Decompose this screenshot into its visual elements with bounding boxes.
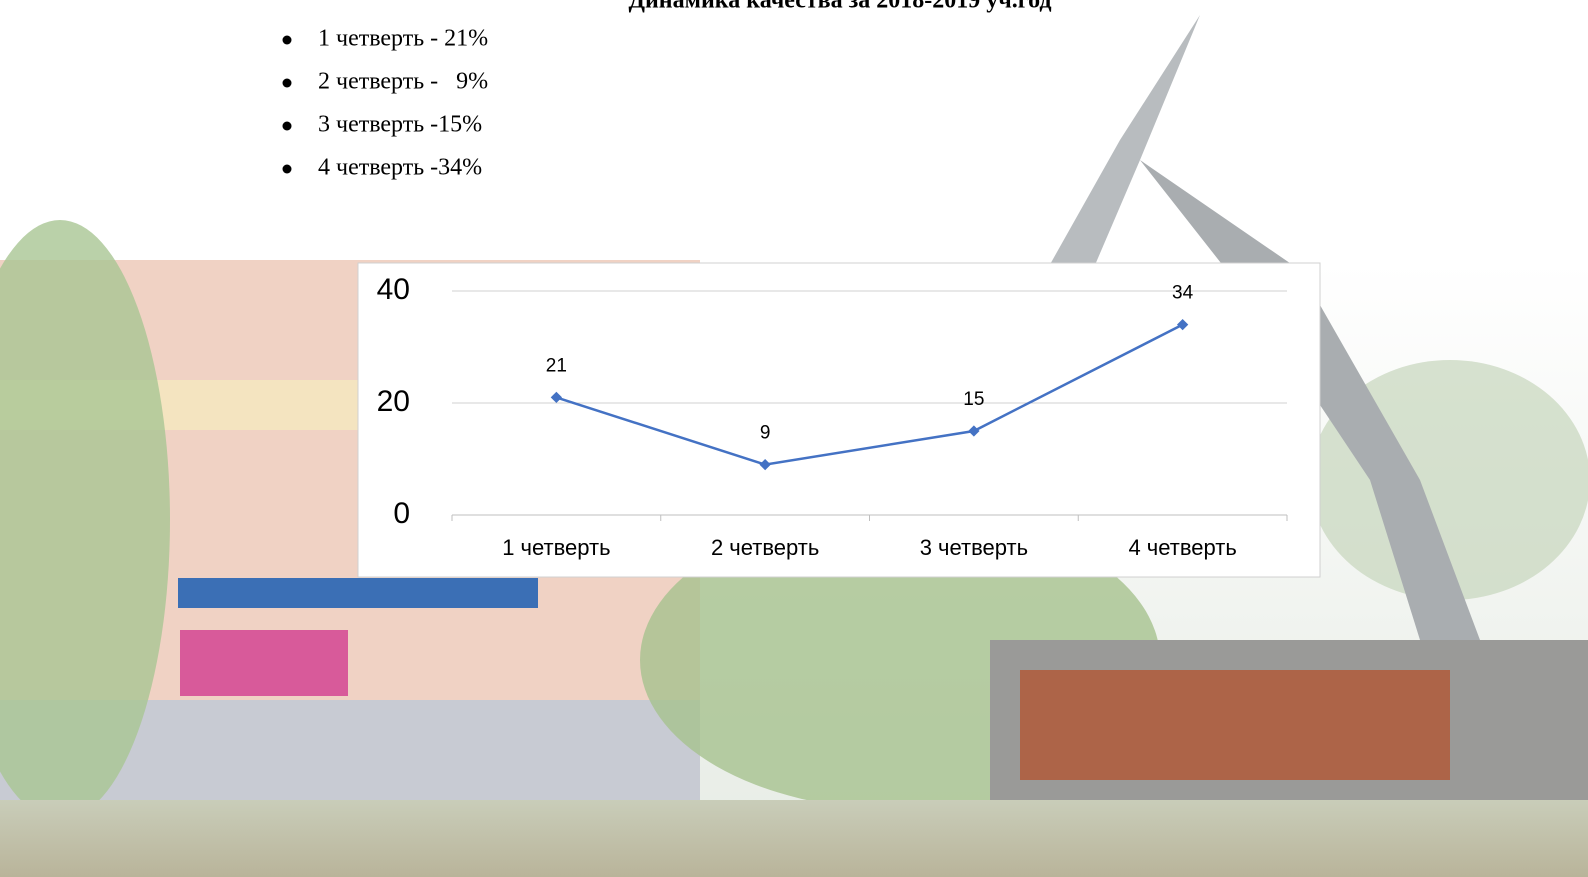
data-label: 21	[546, 355, 567, 376]
bullet-text: 2 четверть - 9%	[318, 69, 488, 95]
bullet-dot	[283, 122, 292, 131]
data-label: 34	[1172, 283, 1194, 304]
y-tick-label: 40	[377, 273, 410, 306]
y-tick-label: 0	[393, 497, 410, 530]
slide: Динамика качества за 2018-2019 уч.год 1 …	[0, 0, 1588, 877]
bullet-text: 1 четверть - 21%	[318, 26, 488, 52]
bullet-text: 3 четверть -15%	[318, 112, 482, 138]
banner	[180, 630, 348, 696]
bullet-text: 4 четверть -34%	[318, 155, 482, 181]
monument-letters	[1020, 670, 1450, 780]
x-tick-label: 1 четверть	[502, 535, 610, 560]
page: Динамика качества за 2018-2019 уч.год 1 …	[0, 0, 1588, 877]
data-label: 9	[760, 423, 771, 444]
sign	[178, 578, 538, 608]
y-tick-label: 20	[377, 385, 410, 418]
x-tick-label: 4 четверть	[1128, 535, 1236, 560]
bullet-dot	[283, 79, 292, 88]
data-label: 15	[963, 389, 984, 410]
bullet-dot	[283, 165, 292, 174]
x-tick-label: 3 четверть	[920, 535, 1028, 560]
x-tick-label: 2 четверть	[711, 535, 819, 560]
ground	[0, 800, 1588, 877]
title: Динамика качества за 2018-2019 уч.год	[628, 0, 1051, 14]
bullet-dot	[283, 36, 292, 45]
chart-area	[358, 263, 1320, 577]
